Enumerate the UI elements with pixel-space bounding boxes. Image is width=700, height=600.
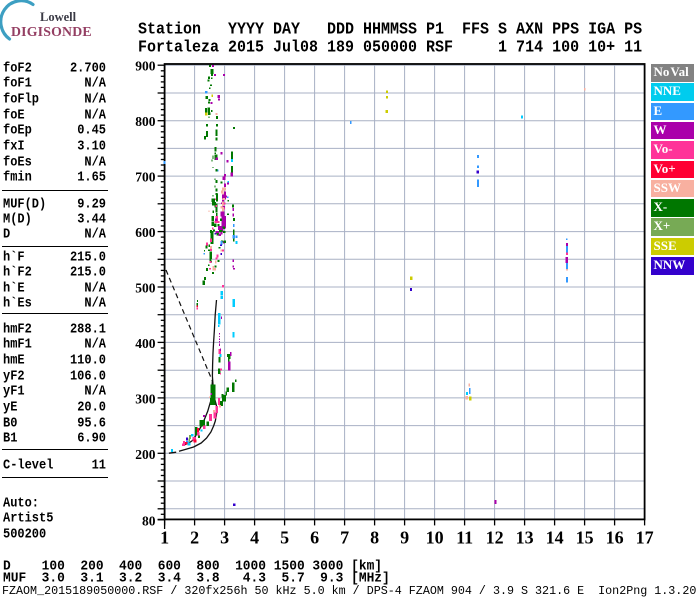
- svg-text:15: 15: [576, 528, 594, 548]
- svg-text:300: 300: [135, 391, 156, 406]
- svg-text:13: 13: [516, 528, 534, 548]
- svg-text:14: 14: [546, 528, 564, 548]
- svg-text:400: 400: [135, 336, 156, 351]
- svg-text:17: 17: [636, 528, 654, 548]
- svg-text:3: 3: [220, 528, 229, 548]
- svg-text:900: 900: [135, 59, 156, 74]
- svg-text:10: 10: [426, 528, 444, 548]
- svg-text:16: 16: [606, 528, 624, 548]
- svg-text:500: 500: [135, 281, 156, 296]
- svg-text:6: 6: [310, 528, 319, 548]
- svg-text:12: 12: [486, 528, 504, 548]
- svg-text:1: 1: [160, 528, 169, 548]
- svg-text:700: 700: [135, 170, 156, 185]
- svg-text:4: 4: [250, 528, 259, 548]
- svg-text:2: 2: [190, 528, 199, 548]
- svg-text:11: 11: [456, 528, 473, 548]
- svg-text:7: 7: [340, 528, 349, 548]
- svg-text:9: 9: [400, 528, 409, 548]
- svg-text:8: 8: [370, 528, 379, 548]
- svg-text:80: 80: [142, 513, 156, 528]
- svg-text:200: 200: [135, 447, 156, 462]
- svg-text:600: 600: [135, 225, 156, 240]
- svg-text:800: 800: [135, 114, 156, 129]
- svg-text:5: 5: [280, 528, 289, 548]
